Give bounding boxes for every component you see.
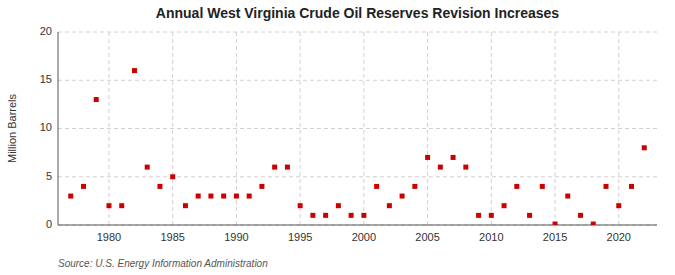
x-tick-label: 1985 [160, 231, 184, 243]
x-tick-label: 2005 [415, 231, 439, 243]
x-ticks: 1980 1985 1990 1995 2000 2005 2010 2015 2020 [97, 231, 631, 243]
point [247, 194, 252, 199]
point [374, 184, 379, 189]
point [514, 184, 519, 189]
point [94, 97, 99, 102]
point [540, 184, 545, 189]
y-tick-label: 15 [40, 73, 52, 85]
point [119, 203, 124, 208]
grid-line-x [491, 32, 492, 225]
grid-line-x [363, 32, 364, 225]
point [310, 213, 315, 218]
grid [58, 32, 657, 225]
x-tick-label: 1995 [288, 231, 312, 243]
y-axis-label: Million Barrels [6, 93, 18, 163]
point [387, 203, 392, 208]
grid-line-x [172, 32, 173, 225]
point [400, 194, 405, 199]
y-tick-label: 5 [46, 170, 52, 182]
point [361, 213, 366, 218]
y-axis-line [58, 32, 59, 225]
grid-line-x [108, 32, 109, 225]
point [285, 165, 290, 170]
point [629, 184, 634, 189]
point [349, 213, 354, 218]
grid-line-y [58, 225, 657, 226]
points [68, 68, 647, 225]
x-tick-label: 2015 [543, 231, 567, 243]
point [298, 203, 303, 208]
point [196, 194, 201, 199]
x-tick-label: 1990 [224, 231, 248, 243]
point [451, 155, 456, 160]
point [476, 213, 481, 218]
point [157, 184, 162, 189]
grid-line-y [58, 176, 657, 177]
point [81, 184, 86, 189]
point [259, 184, 264, 189]
point [68, 194, 73, 199]
y-tick-label: 20 [40, 25, 52, 37]
x-tick-label: 2010 [479, 231, 503, 243]
point [591, 222, 596, 225]
point [489, 213, 494, 218]
title: Annual West Virginia Crude Oil Reserves … [156, 5, 560, 21]
grid-line-y [58, 80, 657, 81]
point [132, 68, 137, 73]
point [527, 213, 532, 218]
x-tick-label: 2000 [352, 231, 376, 243]
y-tick-label: 10 [40, 121, 52, 133]
grid-line-y [58, 128, 657, 129]
point [183, 203, 188, 208]
point [323, 213, 328, 218]
point [565, 194, 570, 199]
point [106, 203, 111, 208]
point [578, 213, 583, 218]
x-tick-label: 1980 [97, 231, 121, 243]
x-tick-label: 2020 [607, 231, 631, 243]
grid-line-x [555, 32, 556, 225]
point [336, 203, 341, 208]
point [616, 203, 621, 208]
grid-line-x [427, 32, 428, 225]
point [438, 165, 443, 170]
point [221, 194, 226, 199]
grid-line-x [618, 32, 619, 225]
point [412, 184, 417, 189]
chart-svg: 0 5 10 15 20 1980 1985 1990 1995 2000 2005 2010 2015… [0, 0, 675, 275]
point [553, 222, 558, 225]
point [170, 174, 175, 179]
point [642, 145, 647, 150]
source-note: Source: U.S. Energy Information Administ… [58, 258, 268, 269]
point [272, 165, 277, 170]
point [425, 155, 430, 160]
grid-line-y [58, 32, 657, 33]
point [208, 194, 213, 199]
point [234, 194, 239, 199]
y-tick-label: 0 [46, 218, 52, 230]
chart-container: 0 5 10 15 20 1980 1985 1990 1995 2000 2005 2010 2015… [0, 0, 675, 275]
point [604, 184, 609, 189]
point [145, 165, 150, 170]
point [463, 165, 468, 170]
y-ticks: 0 5 10 15 20 [40, 25, 52, 230]
x-axis-line [58, 225, 657, 226]
grid-line-x [300, 32, 301, 225]
point [502, 203, 507, 208]
